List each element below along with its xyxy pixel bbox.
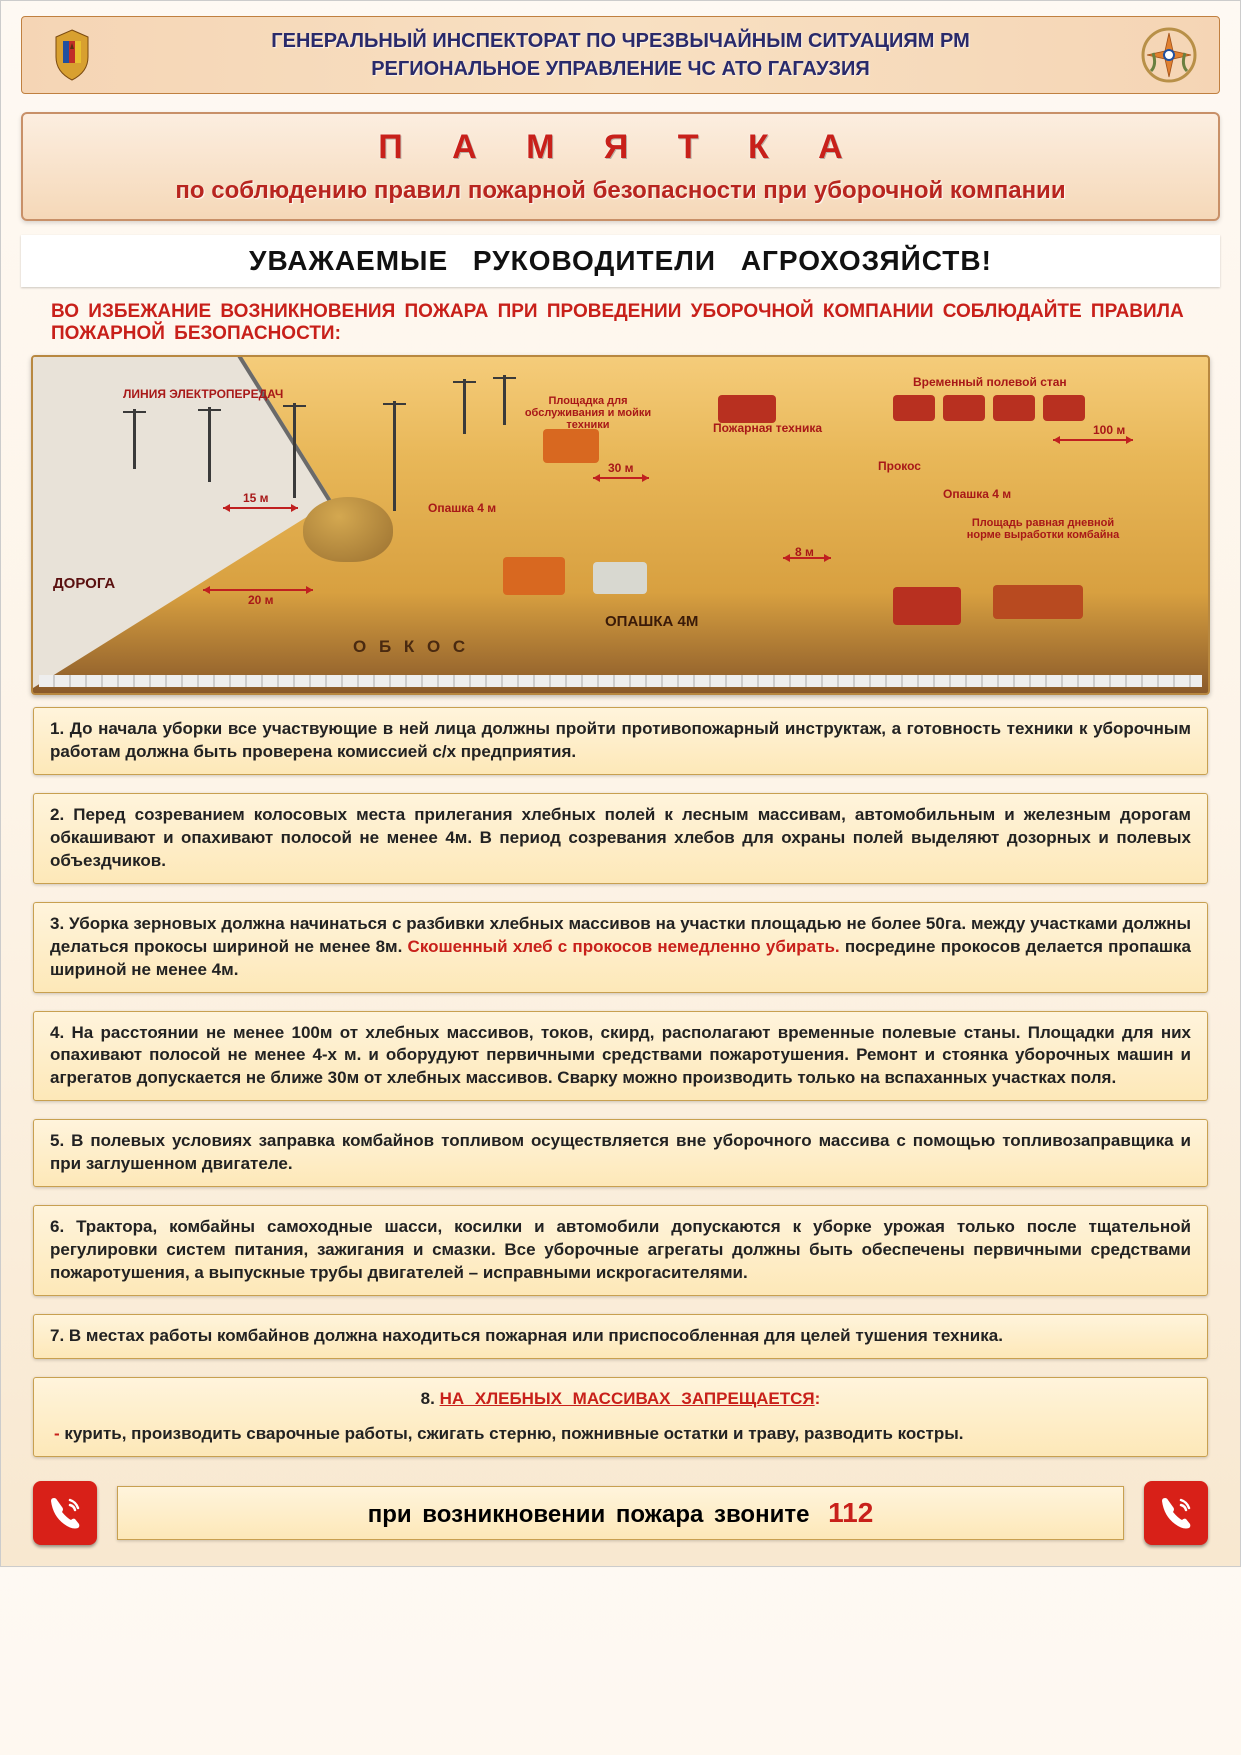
rule-8-dash: -: [54, 1424, 64, 1443]
tractor-icon: [1043, 395, 1085, 421]
rule-5: 5. В полевых условиях заправка комбайнов…: [33, 1119, 1208, 1187]
title-sub: по соблюдению правил пожарной безопаснос…: [43, 177, 1198, 205]
label-temp-camp: Временный полевой стан: [913, 375, 1067, 389]
footer-call-text: при возникновении пожара звоните 112: [117, 1486, 1124, 1540]
tractor-icon: [893, 395, 935, 421]
header-bar: ГЕНЕРАЛЬНЫЙ ИНСПЕКТОРАТ ПО ЧРЕЗВЫЧАЙНЫМ …: [21, 16, 1220, 94]
harvester-icon: [503, 557, 565, 595]
label-obkos: О Б К О С: [353, 637, 469, 657]
fire-truck-icon: [718, 395, 776, 423]
header-line2: РЕГИОНАЛЬНОЕ УПРАВЛЕНИЕ ЧС АТО ГАГАУЗИЯ: [107, 55, 1134, 83]
label-road: ДОРОГА: [53, 575, 115, 592]
phone-call-icon: [33, 1481, 97, 1545]
footer-bar: при возникновении пожара звоните 112: [21, 1475, 1220, 1551]
plough-icon: [993, 585, 1083, 619]
rule-8-colon: :: [815, 1389, 821, 1408]
rule-8-body-wrap: - курить, производить сварочные работы, …: [50, 1423, 1191, 1446]
label-prokos: Прокос: [878, 459, 921, 473]
label-opashka-b: Опашка 4 м: [943, 487, 1011, 501]
footer-text: при возникновении пожара звоните: [368, 1501, 810, 1528]
rule-7: 7. В местах работы комбайнов должна нахо…: [33, 1314, 1208, 1359]
label-fire-truck: Пожарная техника: [713, 421, 822, 435]
rule-8-num: 8.: [421, 1389, 440, 1408]
footer-number: 112: [828, 1497, 873, 1528]
addressees-heading: УВАЖАЕМЫЕ РУКОВОДИТЕЛИ АГРОХОЗЯЙСТВ!: [21, 235, 1220, 287]
tractor-icon: [993, 395, 1035, 421]
rule-6: 6. Трактора, комбайны самоходные шасси, …: [33, 1205, 1208, 1296]
combine-icon: [543, 429, 599, 463]
header-org-text: ГЕНЕРАЛЬНЫЙ ИНСПЕКТОРАТ ПО ЧРЕЗВЫЧАЙНЫМ …: [107, 27, 1134, 83]
truck-icon: [593, 562, 647, 594]
rule-8: 8. НА ХЛЕБНЫХ МАССИВАХ ЗАПРЕЩАЕТСЯ: - ку…: [33, 1377, 1208, 1457]
label-power-line: ЛИНИЯ ЭЛЕКТРОПЕРЕДАЧ: [123, 387, 283, 401]
label-area-daily: Площадь равная дневной норме выработки к…: [963, 517, 1123, 541]
title-box: П А М Я Т К А по соблюдению правил пожар…: [21, 112, 1220, 221]
label-opashka-a: Опашка 4 м: [428, 501, 496, 515]
coat-of-arms-icon: [37, 25, 107, 85]
label-15m: 15 м: [243, 491, 269, 505]
tractor-big-icon: [893, 587, 961, 625]
label-service-area: Площадка для обслуживания и мойки техник…: [513, 395, 663, 431]
rule-2: 2. Перед созреванием колосовых места при…: [33, 793, 1208, 884]
rule-1: 1. До начала уборки все участвующие в не…: [33, 707, 1208, 775]
tractor-icon: [943, 395, 985, 421]
rule-4: 4. На расстоянии не менее 100м от хлебны…: [33, 1011, 1208, 1102]
label-opashka4m: ОПАШКА 4М: [605, 613, 698, 630]
emercom-emblem-icon: [1134, 25, 1204, 85]
label-100m: 100 м: [1093, 423, 1125, 437]
title-main: П А М Я Т К А: [43, 128, 1198, 167]
rule-3-highlight: Скошенный хлеб с прокосов немедленно уби…: [408, 937, 840, 956]
rule-8-body: курить, производить сварочные работы, сж…: [64, 1424, 963, 1443]
phone-call-icon: [1144, 1481, 1208, 1545]
label-8m: 8 м: [795, 545, 814, 559]
label-20m: 20 м: [248, 593, 274, 607]
rule-8-title: НА ХЛЕБНЫХ МАССИВАХ ЗАПРЕЩАЕТСЯ: [440, 1389, 815, 1408]
field-safety-diagram: ЛИНИЯ ЭЛЕКТРОПЕРЕДАЧ ДОРОГА 15 м 20 м О …: [31, 355, 1210, 695]
intro-text: ВО ИЗБЕЖАНИЕ ВОЗНИКНОВЕНИЯ ПОЖАРА ПРИ ПР…: [21, 297, 1220, 355]
label-30m: 30 м: [608, 461, 634, 475]
header-line1: ГЕНЕРАЛЬНЫЙ ИНСПЕКТОРАТ ПО ЧРЕЗВЫЧАЙНЫМ …: [107, 27, 1134, 55]
haystack-icon: [303, 497, 393, 562]
rule-3: 3. Уборка зерновых должна начинаться с р…: [33, 902, 1208, 993]
